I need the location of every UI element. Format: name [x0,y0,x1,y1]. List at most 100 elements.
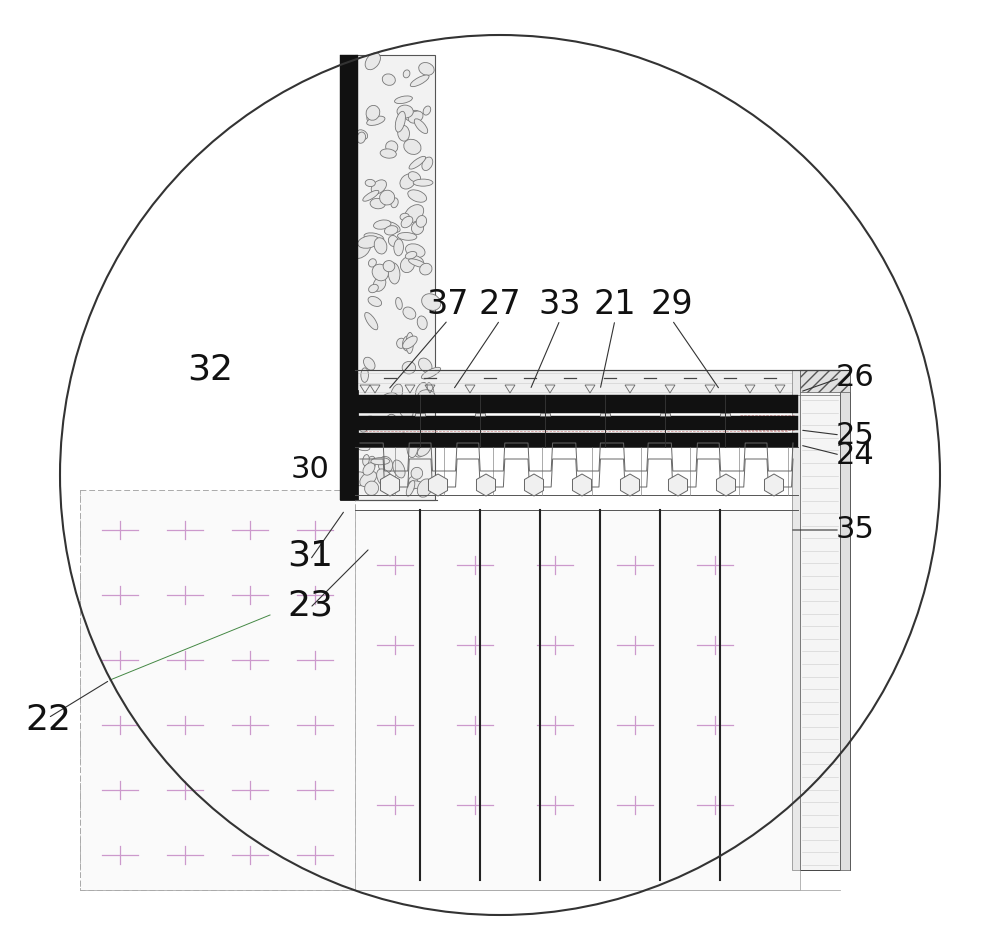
Bar [600,413,610,416]
Text: 35: 35 [836,516,874,544]
Ellipse shape [363,454,369,466]
Ellipse shape [380,149,396,159]
Ellipse shape [388,263,400,284]
Bar [720,413,730,416]
Text: 30: 30 [291,455,329,484]
Bar [840,370,850,870]
Ellipse shape [405,204,424,222]
Ellipse shape [384,226,398,235]
Ellipse shape [422,157,433,170]
Ellipse shape [426,383,434,402]
Ellipse shape [400,257,414,273]
Ellipse shape [380,190,395,205]
Ellipse shape [397,105,413,118]
Ellipse shape [417,316,427,330]
Ellipse shape [366,456,376,472]
Ellipse shape [367,108,377,122]
Text: 23: 23 [287,588,333,622]
Ellipse shape [382,74,395,85]
Text: 27: 27 [479,289,521,321]
Ellipse shape [408,477,418,489]
Text: 33: 33 [539,289,581,321]
Ellipse shape [405,252,417,259]
Bar [792,370,800,870]
Ellipse shape [374,238,387,254]
Ellipse shape [410,412,417,421]
Ellipse shape [402,361,416,374]
Bar [355,55,435,500]
Ellipse shape [357,130,368,140]
Ellipse shape [384,262,392,271]
Ellipse shape [400,213,409,220]
Ellipse shape [413,180,433,186]
Ellipse shape [366,105,380,121]
Bar [660,413,670,416]
Bar [355,433,798,447]
Bar [415,413,425,416]
Ellipse shape [365,53,380,69]
Ellipse shape [399,404,413,418]
Ellipse shape [409,157,426,169]
Ellipse shape [408,172,421,181]
Ellipse shape [371,458,390,465]
Ellipse shape [421,368,441,379]
Ellipse shape [411,221,424,235]
Ellipse shape [406,244,425,257]
Ellipse shape [364,357,375,370]
Ellipse shape [422,294,441,311]
Ellipse shape [408,255,423,264]
Ellipse shape [378,456,393,473]
Ellipse shape [406,332,414,353]
Ellipse shape [376,417,395,428]
Ellipse shape [388,236,398,246]
Ellipse shape [397,233,417,240]
Text: 37: 37 [427,289,469,321]
Ellipse shape [391,198,398,208]
Text: 21: 21 [594,289,636,321]
Ellipse shape [352,442,370,450]
Ellipse shape [400,433,412,445]
Ellipse shape [382,418,398,429]
Ellipse shape [408,481,423,488]
Ellipse shape [423,106,431,115]
Ellipse shape [401,217,413,228]
Ellipse shape [419,63,434,75]
Ellipse shape [415,383,427,400]
Text: 25: 25 [836,421,874,449]
Ellipse shape [417,479,432,497]
Text: 24: 24 [836,441,874,469]
Ellipse shape [361,368,368,382]
Ellipse shape [368,296,382,307]
Ellipse shape [405,110,420,121]
Bar [340,55,358,500]
Text: 26: 26 [836,364,874,392]
Ellipse shape [409,258,427,268]
Ellipse shape [371,107,379,124]
Ellipse shape [394,239,403,256]
Ellipse shape [414,119,428,134]
Ellipse shape [352,239,371,258]
Ellipse shape [395,111,405,132]
Ellipse shape [410,75,429,86]
Ellipse shape [416,216,427,227]
Ellipse shape [384,221,400,233]
Bar [800,370,850,392]
Ellipse shape [377,469,393,488]
Ellipse shape [418,358,432,372]
Ellipse shape [373,276,386,292]
Bar [355,370,798,395]
Ellipse shape [372,264,388,281]
Ellipse shape [374,220,391,229]
Bar [80,490,355,890]
Ellipse shape [393,460,405,478]
Ellipse shape [352,472,367,485]
Ellipse shape [365,313,378,330]
Text: 32: 32 [187,353,233,387]
Ellipse shape [359,424,368,432]
Ellipse shape [396,297,402,310]
Ellipse shape [363,463,375,475]
Ellipse shape [371,180,386,194]
Ellipse shape [367,116,385,125]
Text: 22: 22 [25,703,71,737]
Text: 31: 31 [287,538,333,572]
